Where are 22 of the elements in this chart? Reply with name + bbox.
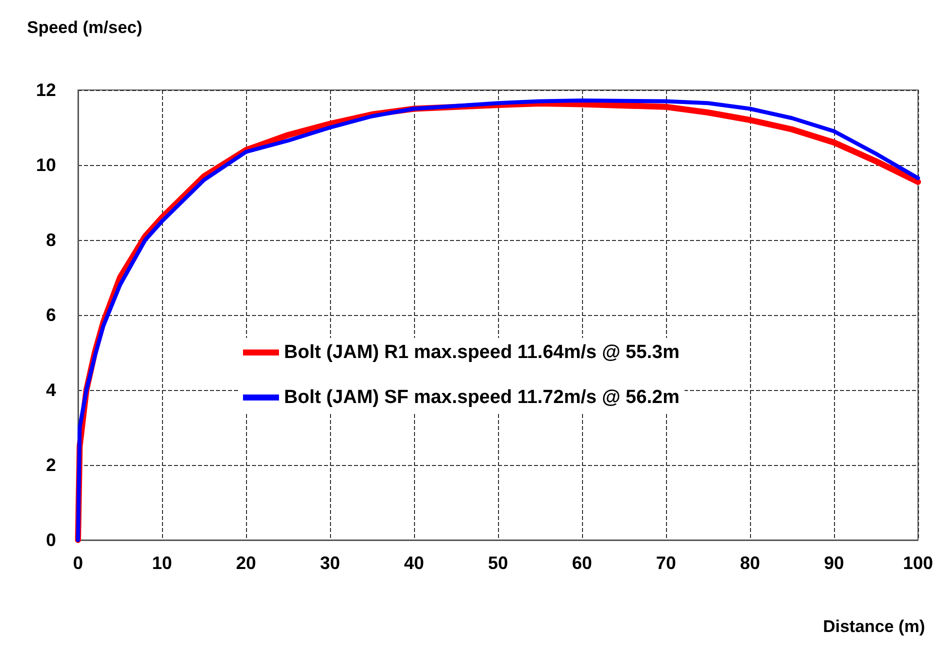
- x-tick-label: 80: [740, 553, 760, 573]
- y-tick-label: 12: [36, 80, 56, 100]
- legend-label: Bolt (JAM) R1 max.speed 11.64m/s @ 55.3m: [284, 342, 680, 363]
- y-tick-label: 4: [46, 380, 56, 400]
- x-tick-label: 40: [404, 553, 424, 573]
- x-tick-label: 60: [572, 553, 592, 573]
- x-tick-label: 70: [656, 553, 676, 573]
- y-axis-title: Speed (m/sec): [27, 18, 142, 37]
- x-tick-label: 50: [488, 553, 508, 573]
- x-tick-label: 100: [902, 553, 934, 573]
- y-tick-label: 2: [46, 455, 56, 475]
- legend-label: Bolt (JAM) SF max.speed 11.72m/s @ 56.2m: [284, 387, 680, 408]
- x-tick-label: 90: [824, 553, 844, 573]
- x-axis-title: Distance (m): [822, 617, 926, 636]
- y-tick-label: 10: [36, 155, 56, 175]
- x-tick-label: 30: [320, 553, 340, 573]
- x-tick-label: 10: [152, 553, 172, 573]
- y-tick-label: 6: [46, 305, 56, 325]
- x-tick-label: 0: [72, 553, 84, 573]
- x-tick-label: 20: [236, 553, 256, 573]
- y-tick-label: 8: [46, 230, 56, 250]
- y-tick-label: 0: [46, 530, 56, 550]
